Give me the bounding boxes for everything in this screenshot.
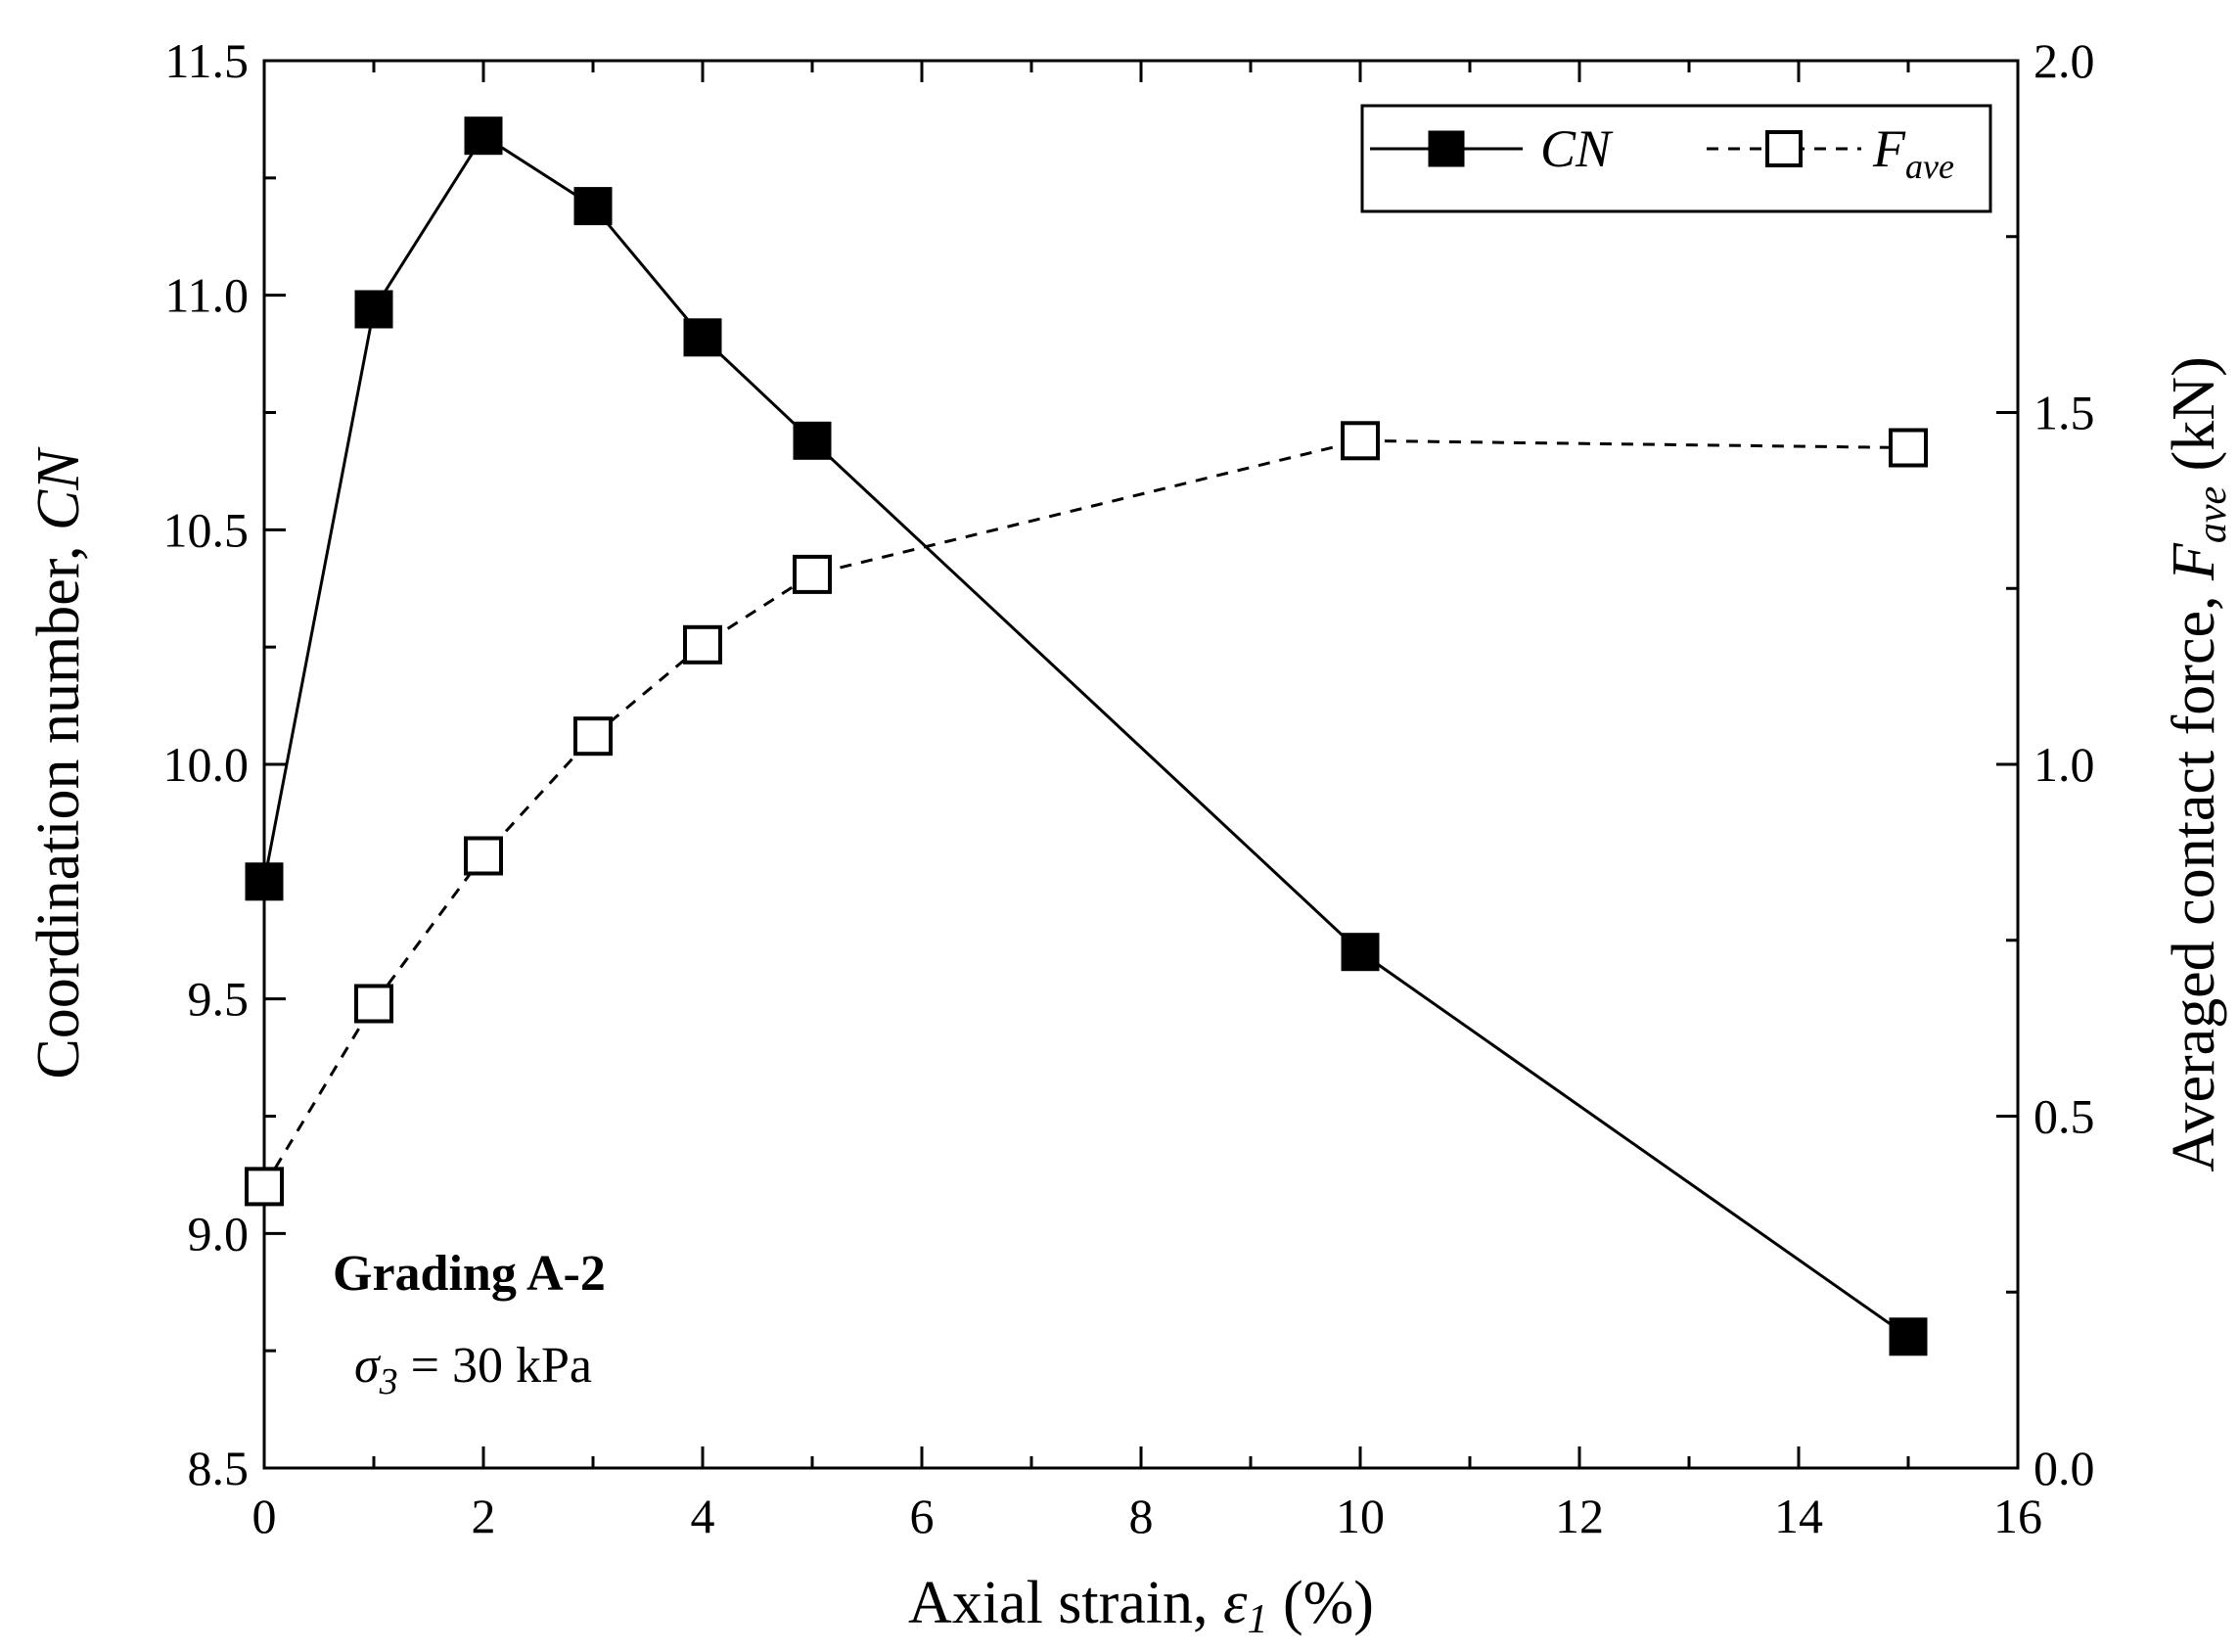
y-left-tick-label: 11.5: [164, 33, 249, 88]
y-left-tick-label: 8.5: [188, 1441, 250, 1495]
fave-point: [354, 984, 393, 1024]
y-left-tick-label: 9.5: [188, 972, 250, 1027]
y-right-tick-label: 2.0: [2033, 33, 2095, 88]
annotation-confining-stress: σ3 = 30 kPa: [354, 1338, 592, 1402]
cn-point: [573, 187, 613, 226]
series-lines: [262, 133, 1909, 1339]
x-tick-label: 0: [252, 1489, 277, 1543]
x-tick-label: 16: [1993, 1489, 2042, 1543]
fave-point: [573, 716, 613, 757]
series-markers: [245, 116, 1928, 1356]
y-right-tick-label: 1.5: [2033, 386, 2095, 440]
cn-point: [464, 116, 503, 156]
x-tick-label: 2: [472, 1489, 496, 1543]
cn-point: [1889, 1317, 1928, 1356]
fave-point: [1341, 421, 1380, 461]
legend-marker-fave: [1765, 130, 1803, 167]
legend-box: [1360, 104, 1992, 213]
legend-marker-cn: [1428, 130, 1465, 167]
y-axis-right-label: Averaged contact force, Fave (kN): [2161, 356, 2235, 1171]
y-left-tick-label: 9.0: [188, 1206, 250, 1261]
fave-point: [793, 554, 832, 594]
cn-point: [354, 290, 393, 329]
x-tick-label: 4: [691, 1489, 715, 1543]
y-left-tick-label: 10.0: [163, 737, 250, 792]
cn-point: [793, 421, 832, 460]
x-tick-label: 6: [910, 1489, 935, 1543]
y-left-tick-label: 10.5: [163, 502, 250, 557]
x-tick-label: 10: [1336, 1489, 1385, 1543]
ticks-layer: 0 2 4 6 8 10 12 14 16 8.5 9.0 9.5 10.0 10.5 11.0 11.5 0.…: [163, 33, 2095, 1543]
y-right-tick-label: 0.5: [2033, 1089, 2095, 1144]
y-right-tick-label: 1.0: [2033, 737, 2095, 792]
series-line-fave: [262, 438, 1909, 1188]
fave-point: [683, 624, 722, 665]
series-line-cn: [262, 133, 1909, 1339]
y-left-tick-label: 11.0: [164, 268, 249, 323]
fave-point: [245, 1167, 284, 1207]
x-tick-label: 12: [1555, 1489, 1604, 1543]
x-tick-label: 14: [1774, 1489, 1823, 1543]
annotation-grading: Grading A-2: [333, 1246, 606, 1302]
cn-point: [1341, 933, 1380, 972]
cn-point: [245, 862, 284, 901]
x-axis-label: Axial strain, ε1 (%): [908, 1570, 1374, 1642]
legend: CN Fave: [1360, 104, 1992, 213]
cn-point: [683, 318, 722, 357]
y-right-tick-label: 0.0: [2033, 1441, 2095, 1495]
x-tick-label: 8: [1129, 1489, 1154, 1543]
legend-label-fave: Fave: [1872, 119, 1954, 186]
legend-label-cn: CN: [1540, 119, 1614, 178]
fave-point: [464, 836, 503, 876]
y-axis-left-label: Coordination number, CN: [25, 446, 92, 1079]
fave-point: [1889, 428, 1928, 468]
